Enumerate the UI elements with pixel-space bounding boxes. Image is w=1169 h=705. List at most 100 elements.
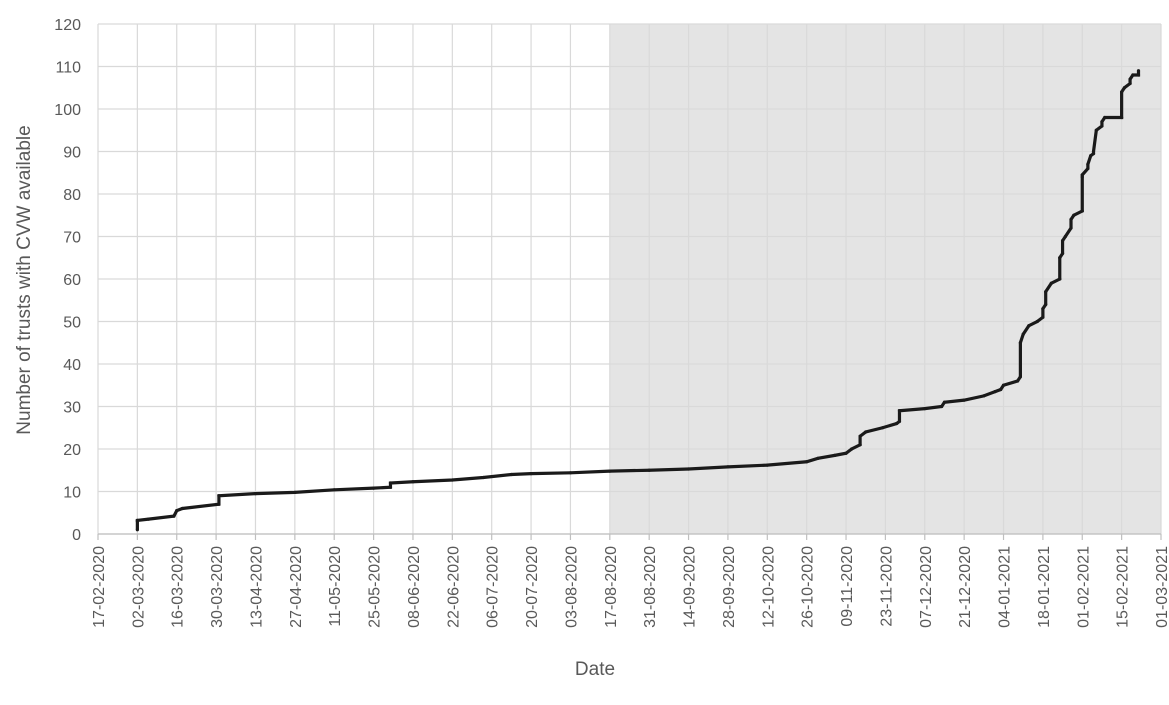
series-point-13 — [388, 485, 393, 489]
x-tick-label-21: 07-12-2020 — [918, 546, 935, 628]
y-tick-label-10: 100 — [54, 102, 81, 119]
series-point-18 — [509, 472, 513, 477]
y-tick-label-6: 60 — [63, 272, 81, 289]
x-tick-label-25: 01-02-2021 — [1075, 546, 1092, 628]
series-point-78 — [1120, 90, 1124, 94]
x-tick-label-15: 14-09-2020 — [682, 546, 699, 628]
series-point-27 — [816, 456, 820, 460]
series-point-73 — [1094, 128, 1098, 132]
series-point-6 — [180, 506, 184, 511]
series-point-44 — [999, 387, 1003, 392]
y-tick-label-2: 20 — [63, 442, 81, 459]
series-point-60 — [1060, 239, 1065, 243]
y-tick-labels: 0 10 20 30 40 50 60 70 80 90 100 110 120 — [54, 17, 81, 544]
series-point-4 — [172, 514, 176, 518]
series-point-32 — [858, 434, 862, 438]
series-point-84 — [1136, 69, 1141, 73]
series-point-45 — [1001, 383, 1006, 387]
series-point-35 — [895, 421, 899, 426]
series-point-46 — [1015, 379, 1020, 383]
series-point-59 — [1060, 251, 1065, 256]
x-tick-label-4: 13-04-2020 — [248, 546, 265, 628]
series-point-72 — [1091, 149, 1096, 154]
series-point-50 — [1027, 324, 1031, 328]
x-tick-label-10: 06-07-2020 — [485, 546, 502, 628]
series-point-5 — [175, 509, 179, 513]
x-tick-label-18: 26-10-2020 — [800, 546, 817, 628]
series-point-41 — [962, 398, 966, 402]
series-point-79 — [1122, 86, 1127, 90]
series-point-37 — [897, 409, 902, 413]
x-tick-label-5: 27-04-2020 — [288, 546, 305, 628]
y-tick-label-0: 0 — [72, 527, 81, 544]
x-tick-label-12: 03-08-2020 — [563, 546, 580, 628]
series-point-3 — [147, 517, 151, 521]
series-point-75 — [1100, 120, 1104, 124]
series-point-63 — [1069, 217, 1073, 222]
series-point-14 — [388, 481, 393, 485]
y-tick-label-5: 50 — [63, 315, 81, 332]
series-point-25 — [765, 463, 769, 467]
series-point-29 — [844, 451, 848, 455]
series-point-30 — [850, 447, 854, 451]
y-tick-label-3: 30 — [63, 400, 81, 417]
series-point-31 — [858, 443, 862, 447]
x-tick-label-14: 31-08-2020 — [642, 546, 659, 628]
series-point-64 — [1072, 213, 1076, 217]
gridlines — [97, 23, 1162, 540]
series-point-74 — [1100, 124, 1104, 128]
series-point-61 — [1063, 234, 1067, 239]
x-tick-label-27: 01-03-2021 — [1154, 546, 1169, 628]
series-point-8 — [217, 494, 221, 498]
series-point-54 — [1044, 302, 1048, 307]
series-point-42 — [982, 394, 986, 398]
series-point-82 — [1131, 73, 1135, 77]
series-point-80 — [1128, 81, 1132, 86]
series-point-57 — [1058, 277, 1062, 281]
x-tick-label-19: 09-11-2020 — [839, 546, 856, 627]
series-point-38 — [923, 407, 927, 411]
series-point-22 — [647, 468, 651, 472]
series-point-81 — [1128, 77, 1132, 81]
series-point-23 — [686, 467, 691, 471]
x-tick-label-2: 16-03-2020 — [170, 546, 187, 628]
x-tick-label-17: 12-10-2020 — [760, 546, 777, 628]
series-point-43 — [993, 390, 997, 394]
series-point-55 — [1044, 290, 1048, 294]
series-point-34 — [880, 426, 885, 430]
series-point-76 — [1103, 115, 1107, 120]
series-points — [135, 69, 1141, 532]
series-point-65 — [1080, 209, 1084, 213]
series-point-28 — [833, 453, 837, 457]
y-axis-title: Number of trusts with CVW available — [14, 125, 35, 434]
y-tick-label-1: 10 — [63, 485, 81, 502]
x-tick-label-13: 17-08-2020 — [603, 546, 620, 628]
x-tick-label-20: 23-11-2020 — [878, 546, 895, 627]
series-point-39 — [940, 404, 944, 409]
x-tick-label-0: 17-02-2020 — [91, 546, 108, 628]
series-point-2 — [135, 518, 139, 523]
x-tick-label-22: 21-12-2020 — [957, 546, 974, 628]
x-tick-label-16: 28-09-2020 — [721, 546, 738, 628]
series-point-48 — [1018, 341, 1022, 345]
x-tick-label-8: 08-06-2020 — [406, 546, 423, 628]
series-point-70 — [1089, 154, 1093, 158]
series-point-58 — [1058, 256, 1062, 260]
series-point-40 — [942, 400, 947, 404]
series-point-24 — [726, 465, 730, 469]
series-point-62 — [1069, 226, 1073, 230]
x-tick-label-24: 18-01-2021 — [1036, 546, 1053, 628]
y-tick-label-11: 110 — [55, 60, 81, 77]
series-point-15 — [411, 480, 415, 484]
series-point-47 — [1018, 375, 1022, 379]
y-tick-label-4: 40 — [63, 357, 81, 374]
series-point-11 — [332, 488, 336, 492]
series-point-52 — [1041, 315, 1045, 319]
x-tick-label-6: 11-05-2020 — [327, 546, 344, 627]
x-tick-label-26: 15-02-2021 — [1115, 546, 1132, 628]
series-point-16 — [450, 478, 454, 482]
series-point-56 — [1049, 281, 1053, 285]
y-tick-label-8: 80 — [63, 187, 81, 204]
series-point-10 — [293, 490, 297, 494]
